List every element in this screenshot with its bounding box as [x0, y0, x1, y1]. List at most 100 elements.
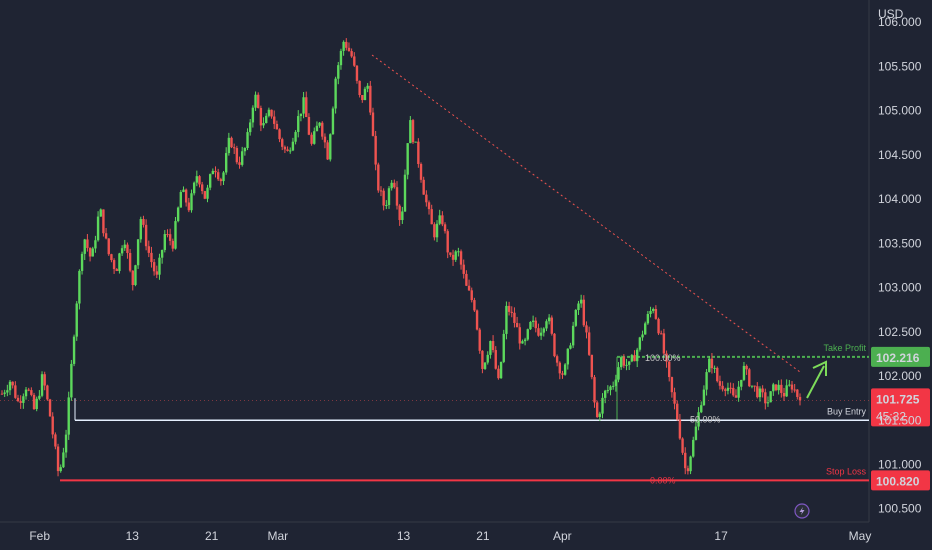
candle-body — [571, 325, 575, 346]
candle-body — [294, 131, 297, 142]
candle-body — [563, 364, 567, 375]
downtrend-line[interactable] — [371, 54, 801, 373]
candle-body — [11, 381, 14, 386]
candle-body — [257, 94, 260, 108]
stop-loss-price-tag-text: 100.820 — [876, 474, 920, 488]
candle-body — [115, 269, 118, 272]
candle-body — [777, 384, 780, 391]
candle-body — [379, 190, 383, 192]
candle-body — [281, 139, 284, 147]
candle-body — [451, 254, 455, 260]
candle-body — [788, 384, 791, 386]
candle-body — [710, 358, 714, 369]
stop-loss-label: Stop Loss — [826, 466, 867, 476]
candle-body — [118, 253, 121, 272]
candle-body — [422, 179, 425, 195]
candle-body — [609, 386, 612, 391]
candle-body — [54, 434, 57, 447]
candle-body — [515, 322, 519, 328]
target-arrow-head — [812, 360, 827, 376]
candle-body — [772, 384, 775, 392]
candle-body — [318, 122, 321, 126]
take-profit-price-tag-text: 102.216 — [876, 351, 920, 365]
take-profit-price-tag[interactable]: 102.216 — [871, 346, 930, 367]
last-price-tag-bg — [871, 388, 930, 427]
candle-body — [753, 385, 756, 387]
stop-loss-price-tag[interactable]: 100.820 — [871, 470, 930, 491]
candle-body — [224, 153, 228, 173]
candle-body — [206, 187, 209, 199]
candle-body — [606, 390, 610, 392]
candle-body — [681, 438, 684, 453]
annotations-layer: Take Profit Buy Entry Stop Loss 100.00% 50.0… — [645, 343, 930, 491]
candle-body — [598, 413, 602, 417]
target-arrow-shaft — [806, 365, 825, 399]
candle-body — [174, 221, 177, 249]
candle-body — [305, 97, 308, 118]
candle-body — [163, 234, 167, 250]
candle-body — [393, 182, 396, 188]
candle-body — [454, 251, 457, 260]
candle-body — [761, 388, 764, 393]
candle-body — [211, 170, 215, 175]
candle-body — [686, 468, 690, 472]
candle-body — [208, 174, 212, 188]
candle-body — [561, 373, 564, 375]
fib-label-top: 100.00% — [645, 353, 681, 363]
last-price-tag[interactable]: 101.725 45:32 — [871, 388, 930, 427]
candle-body — [638, 337, 642, 350]
candle-body — [774, 384, 778, 391]
candle-body — [499, 361, 503, 379]
time-tick-label: May — [849, 529, 872, 543]
take-profit-price-tag-bg — [871, 346, 930, 367]
candle-body — [150, 252, 153, 263]
candle-body — [3, 392, 6, 394]
lightning-icon[interactable] — [794, 503, 810, 519]
candle-body — [665, 353, 668, 362]
candle-body — [382, 190, 385, 206]
time-tick-label: Feb — [29, 529, 50, 543]
candle-body — [102, 209, 105, 234]
candle-body — [171, 240, 175, 249]
candles-layer — [0, 38, 802, 477]
candle-body — [48, 399, 52, 417]
candle-body — [593, 377, 596, 403]
candle-body — [649, 310, 652, 315]
candle-body — [289, 150, 292, 152]
price-tick-label: 101.000 — [878, 457, 922, 471]
candle-body — [0, 393, 4, 395]
price-tick-label: 106.000 — [878, 15, 922, 29]
candle-body — [227, 137, 231, 154]
candle-body — [411, 120, 415, 143]
candle-body — [782, 392, 786, 397]
candle-body — [326, 142, 329, 160]
candle-body — [662, 333, 666, 354]
candle-body — [350, 51, 353, 57]
candle-body — [230, 137, 233, 148]
candle-body — [214, 170, 217, 173]
candle-body — [630, 355, 634, 362]
fib-label-bottom: 0.00% — [650, 475, 676, 485]
candle-body — [443, 224, 447, 232]
candle-body — [409, 120, 412, 144]
candle-body — [764, 392, 767, 404]
candle-body — [134, 265, 137, 286]
price-tick-label: 104.000 — [878, 192, 922, 206]
candle-body — [99, 209, 102, 217]
candle-body — [291, 141, 295, 151]
candle-body — [425, 194, 428, 203]
stop-loss-price-tag-bg — [871, 470, 930, 491]
candle-body — [315, 125, 319, 132]
candle-body — [46, 385, 49, 400]
candle-body — [633, 355, 636, 362]
candle-body — [107, 238, 110, 255]
candle-body — [22, 396, 25, 403]
candle-body — [361, 95, 364, 101]
time-axis[interactable]: Feb 13 21 Mar 13 21 Apr 17 May — [29, 529, 871, 543]
candle-body — [64, 434, 68, 453]
candle-body — [345, 41, 348, 48]
candle-body — [619, 357, 623, 368]
candle-body — [51, 416, 54, 435]
price-axis[interactable]: 106.000 105.500 105.000 104.500 104.000 103.5… — [878, 15, 922, 516]
